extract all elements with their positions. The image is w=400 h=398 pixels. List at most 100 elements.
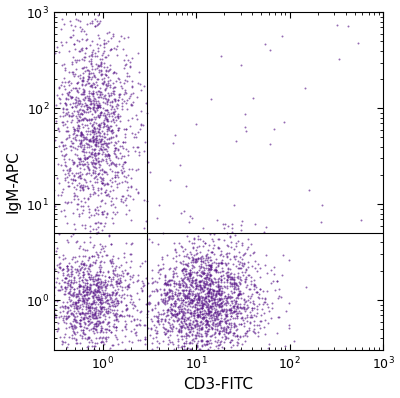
Point	[66, 260, 72, 266]
Point	[206, 262, 212, 269]
Point	[224, 293, 231, 299]
Point	[176, 309, 183, 316]
Point	[99, 91, 105, 97]
Point	[89, 313, 95, 320]
Point	[148, 325, 154, 332]
Point	[80, 297, 87, 304]
Point	[222, 293, 228, 299]
Point	[81, 262, 87, 268]
Point	[79, 115, 85, 122]
Point	[88, 70, 95, 76]
Point	[76, 304, 82, 311]
Point	[98, 323, 104, 329]
Point	[110, 323, 116, 330]
Point	[212, 296, 218, 302]
Point	[83, 314, 89, 320]
Point	[68, 323, 75, 329]
Point	[60, 186, 66, 193]
Point	[89, 91, 95, 98]
Point	[203, 310, 209, 316]
Point	[66, 168, 72, 174]
Point	[247, 294, 253, 300]
Point	[68, 303, 75, 310]
Point	[92, 282, 99, 288]
Point	[71, 254, 78, 260]
Point	[91, 242, 97, 249]
Point	[213, 266, 219, 273]
Point	[116, 125, 122, 132]
Point	[223, 312, 229, 319]
Point	[112, 161, 119, 168]
Point	[61, 75, 67, 81]
Point	[100, 93, 107, 99]
Point	[75, 72, 82, 79]
Point	[119, 339, 125, 345]
Point	[196, 312, 202, 318]
Point	[96, 296, 102, 302]
Point	[236, 279, 242, 285]
Point	[181, 316, 187, 322]
Point	[84, 280, 91, 287]
Point	[158, 265, 164, 272]
Point	[120, 139, 126, 145]
Point	[164, 300, 170, 306]
Point	[204, 274, 210, 281]
Point	[101, 41, 108, 47]
Point	[145, 279, 151, 286]
Point	[70, 312, 76, 318]
Point	[85, 76, 92, 82]
Point	[170, 340, 176, 347]
Point	[78, 158, 84, 164]
Point	[186, 288, 192, 294]
Point	[98, 185, 105, 191]
Point	[182, 295, 188, 301]
Point	[92, 50, 98, 57]
Point	[177, 281, 184, 287]
Point	[204, 330, 210, 337]
Point	[92, 146, 98, 152]
Point	[182, 320, 188, 326]
Point	[92, 74, 98, 80]
Point	[107, 157, 114, 164]
Point	[74, 162, 81, 168]
Point	[80, 274, 86, 281]
Point	[81, 149, 87, 155]
Point	[65, 128, 71, 134]
Point	[112, 108, 118, 114]
Point	[102, 279, 108, 285]
Point	[90, 137, 96, 143]
Point	[60, 105, 67, 112]
Point	[105, 78, 111, 84]
Point	[105, 308, 112, 314]
Point	[148, 326, 155, 332]
Point	[224, 223, 231, 230]
Point	[190, 244, 196, 251]
Point	[114, 316, 120, 322]
Point	[96, 147, 102, 154]
Point	[241, 320, 247, 326]
Point	[231, 302, 237, 309]
Point	[133, 322, 139, 328]
Point	[245, 297, 252, 303]
Point	[200, 266, 207, 273]
Point	[71, 41, 77, 47]
Point	[111, 110, 118, 117]
Point	[81, 222, 88, 228]
Point	[179, 315, 185, 321]
Point	[87, 108, 93, 115]
Point	[150, 335, 157, 341]
Point	[210, 303, 216, 310]
Point	[143, 275, 149, 281]
Point	[86, 116, 92, 123]
Point	[98, 335, 105, 341]
Point	[91, 311, 98, 318]
Point	[181, 272, 187, 279]
Point	[199, 288, 206, 294]
Point	[170, 270, 177, 277]
Point	[257, 318, 264, 324]
Point	[247, 319, 254, 326]
Point	[77, 72, 84, 78]
Point	[95, 150, 102, 156]
Point	[170, 312, 176, 318]
Point	[85, 318, 91, 324]
